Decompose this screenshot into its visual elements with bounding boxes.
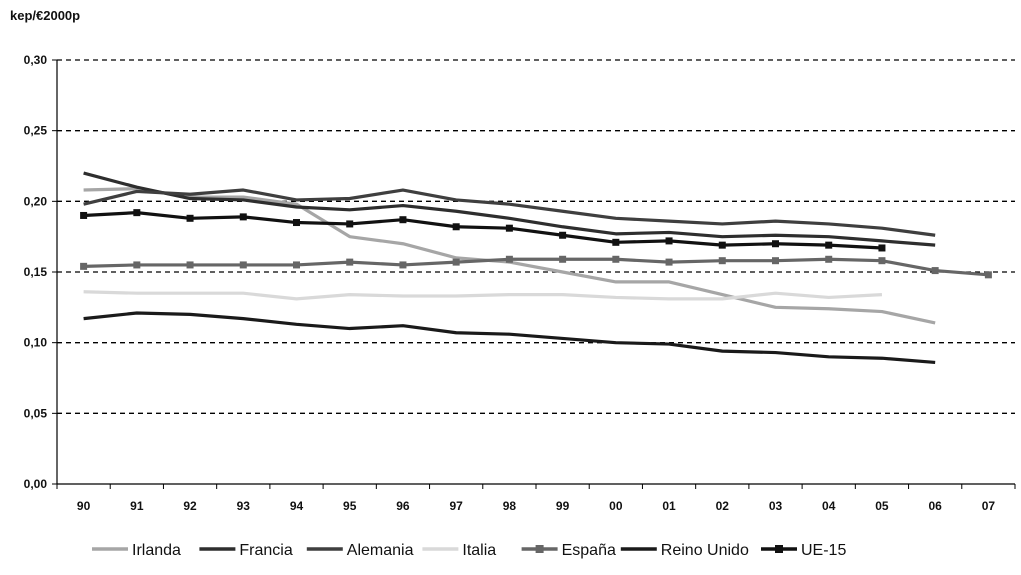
data-point-ue-15 bbox=[186, 214, 194, 222]
data-point-ue-15 bbox=[878, 244, 886, 252]
data-point-ue-15 bbox=[505, 224, 513, 232]
data-point-ue-15 bbox=[80, 211, 88, 219]
series-line-francia bbox=[83, 171, 936, 247]
y-tick-label: 0,25 bbox=[24, 124, 48, 138]
y-tick-label: 0,10 bbox=[24, 336, 48, 350]
legend-label-alemania: Alemania bbox=[347, 542, 414, 559]
data-point-ue-15 bbox=[559, 231, 567, 239]
data-point-españa bbox=[825, 255, 833, 263]
x-tick-label: 06 bbox=[928, 499, 942, 513]
legend-marker-ue-15 bbox=[775, 545, 783, 553]
data-point-españa bbox=[80, 262, 88, 270]
x-tick-label: 07 bbox=[982, 499, 996, 513]
data-point-ue-15 bbox=[399, 216, 407, 224]
series-line-italia bbox=[83, 290, 883, 301]
x-tick-label: 05 bbox=[875, 499, 889, 513]
data-point-españa bbox=[559, 255, 567, 263]
series-line-reino-unido bbox=[83, 311, 936, 365]
x-tick-label: 94 bbox=[290, 499, 304, 513]
data-point-ue-15 bbox=[346, 220, 354, 228]
y-tick-label: 0,15 bbox=[24, 265, 48, 279]
data-point-españa bbox=[133, 261, 141, 269]
data-point-españa bbox=[718, 257, 726, 265]
x-tick-label: 96 bbox=[396, 499, 410, 513]
series-line-alemania bbox=[83, 188, 936, 237]
data-point-ue-15 bbox=[452, 223, 460, 231]
x-tick-label: 04 bbox=[822, 499, 836, 513]
y-tick-label: 0,20 bbox=[24, 194, 48, 208]
data-point-españa bbox=[878, 257, 886, 265]
data-point-ue-15 bbox=[239, 213, 247, 221]
series-line-españa bbox=[83, 257, 989, 277]
y-axis-title: kep/€2000p bbox=[10, 8, 81, 23]
data-point-ue-15 bbox=[293, 219, 300, 227]
x-tick-label: 98 bbox=[503, 499, 517, 513]
data-point-españa bbox=[984, 271, 992, 279]
series-line-ue-15 bbox=[83, 211, 883, 250]
legend-marker-españa bbox=[535, 545, 544, 553]
x-tick-label: 90 bbox=[77, 499, 91, 513]
y-tick-label: 0,05 bbox=[24, 406, 48, 420]
x-tick-label: 93 bbox=[237, 499, 251, 513]
legend-label-ue-15: UE-15 bbox=[801, 542, 846, 559]
data-point-españa bbox=[452, 258, 460, 266]
data-point-españa bbox=[931, 267, 939, 275]
series-line-irlanda bbox=[83, 187, 936, 325]
data-point-ue-15 bbox=[665, 237, 673, 245]
legend-label-españa: España bbox=[562, 542, 616, 559]
data-point-ue-15 bbox=[718, 241, 726, 249]
y-tick-label: 0,00 bbox=[24, 477, 48, 491]
x-tick-label: 00 bbox=[609, 499, 623, 513]
data-point-ue-15 bbox=[612, 238, 620, 246]
data-point-españa bbox=[505, 255, 513, 263]
x-tick-label: 01 bbox=[662, 499, 676, 513]
x-tick-label: 03 bbox=[769, 499, 783, 513]
x-tick-label: 02 bbox=[716, 499, 730, 513]
legend-label-italia: Italia bbox=[462, 542, 496, 559]
data-point-españa bbox=[772, 257, 779, 265]
legend-label-reino-unido: Reino Unido bbox=[661, 542, 749, 559]
legend-label-francia: Francia bbox=[239, 542, 292, 559]
legend-label-irlanda: Irlanda bbox=[132, 542, 181, 559]
x-tick-label: 95 bbox=[343, 499, 357, 513]
data-point-españa bbox=[665, 258, 673, 266]
x-tick-label: 97 bbox=[449, 499, 463, 513]
data-point-españa bbox=[612, 255, 620, 263]
data-point-ue-15 bbox=[772, 240, 779, 248]
x-tick-label: 91 bbox=[130, 499, 144, 513]
y-tick-label: 0,30 bbox=[24, 53, 48, 67]
data-point-españa bbox=[399, 261, 407, 269]
data-point-españa bbox=[293, 261, 300, 269]
data-point-ue-15 bbox=[825, 241, 833, 249]
x-tick-label: 92 bbox=[183, 499, 197, 513]
data-point-ue-15 bbox=[133, 209, 141, 217]
data-point-españa bbox=[186, 261, 194, 269]
data-point-españa bbox=[239, 261, 247, 269]
data-point-españa bbox=[346, 258, 354, 266]
x-tick-label: 99 bbox=[556, 499, 570, 513]
